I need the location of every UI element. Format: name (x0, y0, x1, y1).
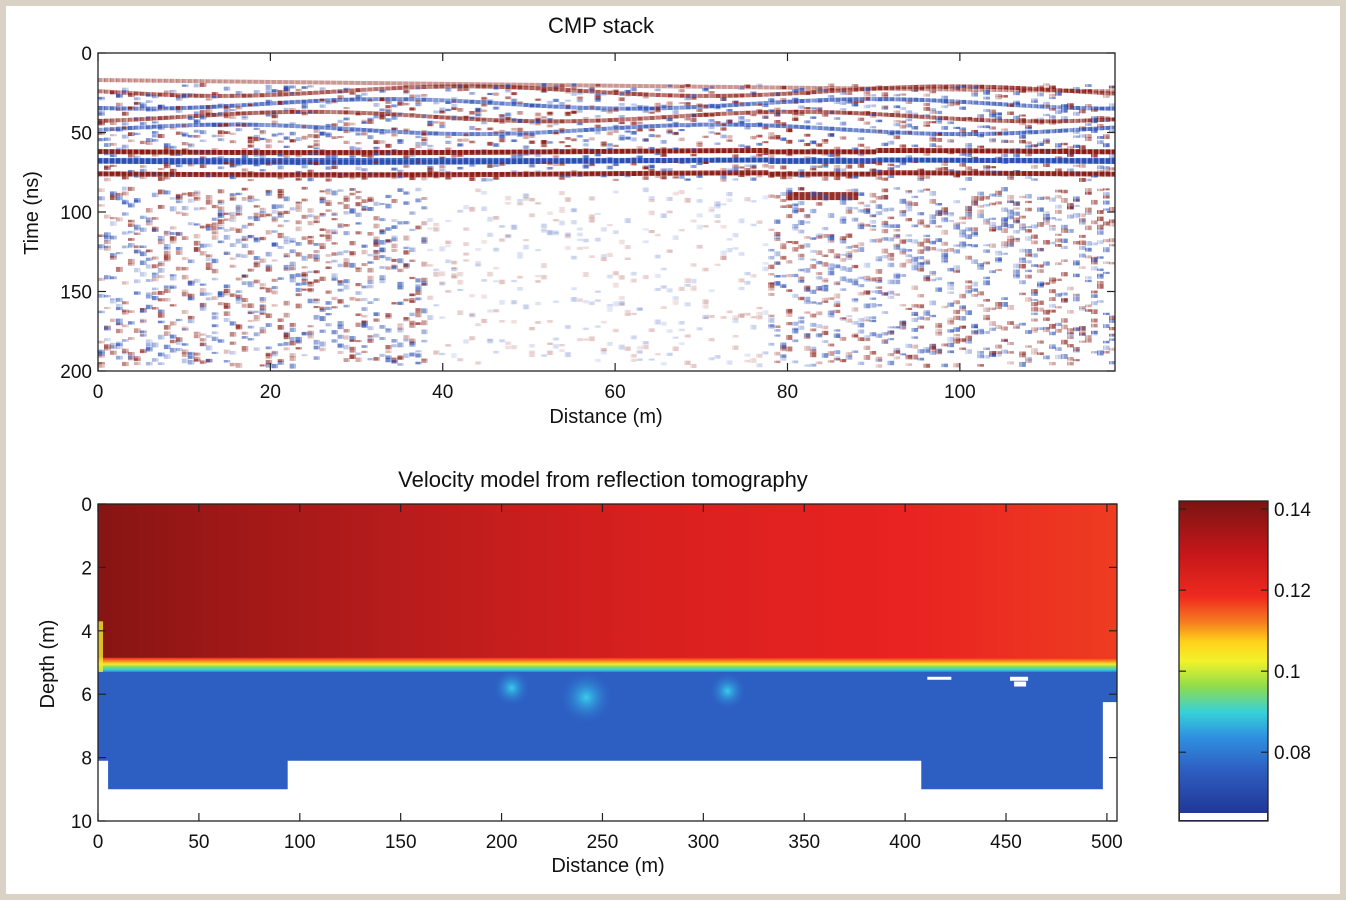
data-gap (1010, 676, 1029, 681)
chart2-x-tick-label: 500 (1091, 832, 1123, 853)
velocity-model-panel: Velocity model from reflection tomograph… (37, 467, 1123, 877)
chart2-y-axis-label: Depth (m) (37, 620, 59, 709)
cmp-stack-panel: CMP stack 0 20 40 60 80 100 0 50 100 150 200 Dist… (21, 13, 1116, 428)
chart2-x-axis-label: Distance (m) (551, 855, 664, 877)
chart1-x-axis-label: Distance (m) (549, 406, 662, 428)
chart1-y-tick-label: 0 (81, 44, 92, 65)
chart2-y-tick-label: 6 (81, 685, 92, 706)
chart1-x-tick-label: 40 (432, 382, 453, 403)
trace-texture (98, 53, 1115, 371)
chart1-x-tick-label: 20 (260, 382, 281, 403)
velocity-anomaly (560, 671, 613, 724)
interface-band (98, 657, 1117, 673)
velocity-anomaly (709, 673, 746, 710)
chart1-x-tick-label: 100 (944, 382, 976, 403)
chart2-y-tick-label: 10 (71, 812, 92, 833)
chart2-x-tick-label: 350 (788, 832, 820, 853)
chart2-x-tick-label: 450 (990, 832, 1022, 853)
chart1-y-tick-label: 150 (60, 283, 92, 304)
chart2-x-tick-label: 200 (486, 832, 518, 853)
chart1-y-tick-label: 50 (71, 124, 92, 145)
chart2-velocity-image (98, 504, 1117, 821)
left-edge-transition (98, 621, 103, 673)
chart2-y-tick-label: 0 (81, 495, 92, 516)
chart1-x-axis: 0 20 40 60 80 100 (93, 53, 976, 403)
chart2-y-tick-label: 4 (81, 622, 92, 643)
chart2-x-tick-label: 150 (385, 832, 417, 853)
chart2-x-tick-label: 0 (93, 832, 104, 853)
chart1-seismic-image (98, 53, 1115, 371)
lower-layer (98, 672, 1117, 790)
chart2-title: Velocity model from reflection tomograph… (398, 467, 808, 492)
chart1-title: CMP stack (548, 13, 655, 38)
chart1-x-tick-label: 60 (605, 382, 626, 403)
chart1-y-tick-label: 200 (60, 362, 92, 383)
chart2-y-axis: 0 2 4 6 8 10 (71, 495, 1117, 833)
chart2-y-tick-label: 2 (81, 558, 92, 579)
chart1-x-tick-label: 0 (93, 382, 104, 403)
chart2-plot-frame (97, 503, 1118, 822)
chart2-x-axis: 0 50 100 150 200 250 300 350 400 450 500 (93, 504, 1123, 853)
chart1-y-axis: 0 50 100 150 200 (60, 44, 1115, 383)
chart2-y-tick-label: 8 (81, 749, 92, 770)
chart1-y-axis-label: Time (ns) (21, 171, 43, 255)
data-gap (1014, 681, 1027, 687)
figure: CMP stack 0 20 40 60 80 100 0 50 100 150 200 Dist… (6, 6, 1340, 894)
data-gap (927, 676, 952, 680)
chart1-x-tick-label: 80 (777, 382, 798, 403)
chart2-x-tick-label: 50 (188, 832, 209, 853)
upper-layer (98, 504, 1117, 663)
chart2-x-tick-label: 250 (587, 832, 619, 853)
velocity-anomaly (493, 669, 530, 706)
chart1-y-tick-label: 100 (60, 203, 92, 224)
chart2-x-tick-label: 400 (889, 832, 921, 853)
chart2-x-tick-label: 300 (687, 832, 719, 853)
chart2-x-tick-label: 100 (284, 832, 316, 853)
